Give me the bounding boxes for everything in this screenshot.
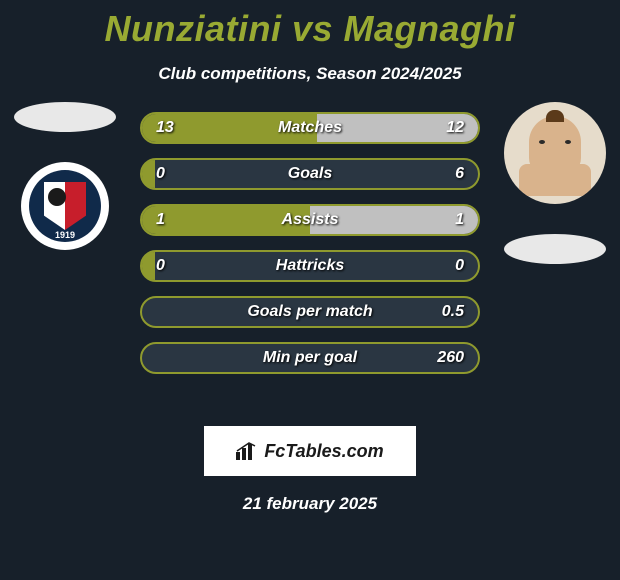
stat-bar: 260 Min per goal	[140, 342, 480, 374]
stat-label: Assists	[282, 211, 339, 229]
stat-label: Matches	[278, 119, 342, 137]
subtitle: Club competitions, Season 2024/2025	[0, 64, 620, 84]
stat-value-right: 6	[455, 165, 464, 183]
chart-icon	[236, 442, 258, 460]
stat-label: Min per goal	[263, 349, 357, 367]
stat-value-left: 1	[156, 211, 165, 229]
stat-value-right: 0.5	[442, 303, 464, 321]
stat-bar: 0.5 Goals per match	[140, 296, 480, 328]
club-year: 1919	[55, 230, 75, 240]
stat-bar: 0 0 Hattricks	[140, 250, 480, 282]
left-player-column: 1919	[0, 102, 130, 250]
logo-text: FcTables.com	[264, 441, 383, 462]
date-label: 21 february 2025	[0, 494, 620, 514]
stat-value-right: 0	[455, 257, 464, 275]
page-title: Nunziatini vs Magnaghi	[0, 0, 620, 50]
left-club-badge: 1919	[21, 162, 109, 250]
stat-label: Hattricks	[276, 257, 344, 275]
comparison-panel: 1919 13 12 Matches 0 6 Goals 1 1 Assists 0 0 Hattri…	[0, 112, 620, 402]
stat-bar: 1 1 Assists	[140, 204, 480, 236]
stat-value-left: 0	[156, 165, 165, 183]
right-country-flag	[504, 234, 606, 264]
shield-icon	[44, 182, 86, 230]
stat-bar: 13 12 Matches	[140, 112, 480, 144]
right-player-photo	[504, 102, 606, 204]
stat-bar: 0 6 Goals	[140, 158, 480, 190]
stat-value-left: 13	[156, 119, 174, 137]
stat-bars: 13 12 Matches 0 6 Goals 1 1 Assists 0 0 Hattricks 0.…	[140, 112, 480, 374]
stat-label: Goals per match	[247, 303, 372, 321]
left-country-flag	[14, 102, 116, 132]
stat-label: Goals	[288, 165, 332, 183]
stat-value-right: 1	[455, 211, 464, 229]
stat-value-right: 260	[437, 349, 464, 367]
stat-value-left: 0	[156, 257, 165, 275]
stat-value-right: 12	[446, 119, 464, 137]
right-player-column	[490, 102, 620, 264]
stat-fill-left	[142, 252, 155, 280]
site-logo[interactable]: FcTables.com	[204, 426, 416, 476]
stat-fill-left	[142, 160, 155, 188]
